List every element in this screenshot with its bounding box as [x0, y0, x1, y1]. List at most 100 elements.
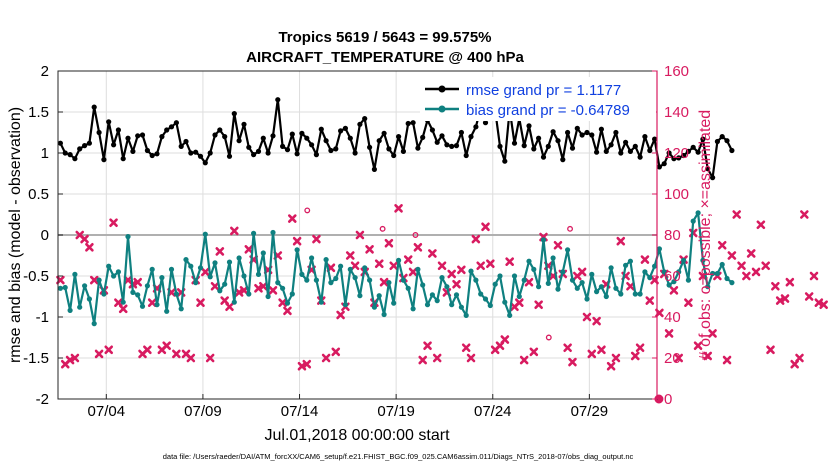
rmse-point	[652, 136, 658, 142]
rmse-point	[671, 156, 677, 162]
x-tick-label: 07/29	[571, 403, 609, 420]
rmse-point	[304, 135, 310, 141]
rmse-point	[565, 129, 571, 136]
obs-assimilated-marker	[809, 271, 819, 281]
obs-assimilated-marker	[239, 286, 249, 295]
x-axis-label: Jul.01,2018 00:00:00 start	[264, 427, 450, 444]
rmse-point	[627, 148, 634, 154]
bias-point	[333, 275, 339, 282]
rmse-point	[468, 134, 474, 140]
bias-point	[719, 261, 725, 268]
bias-point	[700, 257, 706, 263]
obs-assimilated-marker	[606, 361, 616, 371]
obs-assimilated-marker	[394, 204, 403, 213]
rmse-point	[511, 140, 518, 146]
obs-assimilated-marker	[481, 222, 490, 232]
rmse-point	[270, 133, 276, 139]
bias-point	[656, 246, 663, 252]
rmse-point	[294, 151, 300, 157]
bias-point	[710, 270, 716, 277]
rmse-point	[101, 157, 107, 163]
obs-assimilated-marker	[563, 343, 572, 353]
rmse-point	[82, 143, 88, 149]
obs-assimilated-marker	[722, 355, 732, 365]
obs-assimilated-marker	[428, 249, 437, 258]
obs-assimilated-marker	[534, 300, 543, 309]
bias-point	[511, 273, 518, 279]
bias-point	[255, 271, 262, 277]
obs-assimilated-marker	[708, 329, 717, 338]
rmse-point	[77, 146, 83, 152]
bias-point	[202, 231, 208, 237]
bias-point	[569, 277, 576, 283]
bias-point	[376, 293, 382, 299]
obs-assimilated-marker	[201, 267, 210, 277]
chart-title-line2: AIRCRAFT_TEMPERATURE @ 400 hPa	[246, 49, 524, 66]
bias-point	[342, 302, 348, 308]
bias-point	[251, 230, 257, 236]
bias-point	[695, 210, 701, 216]
obs-assimilated-marker	[742, 271, 751, 281]
obs-assimilated-marker	[674, 353, 684, 363]
obs-assimilated-marker	[186, 353, 196, 363]
bias-point	[391, 300, 397, 306]
obs-assimilated-marker	[162, 341, 171, 350]
x-tick-label: 07/09	[184, 403, 222, 420]
obs-assimilated-marker	[597, 345, 606, 355]
bias-point	[487, 302, 493, 309]
bias-point	[101, 291, 107, 297]
rmse-point	[241, 121, 247, 127]
rmse-point	[391, 152, 397, 159]
obs-assimilated-marker	[403, 255, 413, 264]
rmse-point	[400, 148, 406, 154]
rmse-point	[623, 139, 629, 145]
rmse-point	[347, 135, 353, 141]
bias-point	[584, 296, 590, 302]
obs-possible-marker	[567, 225, 573, 232]
bias-point	[120, 299, 126, 305]
bias-point	[623, 262, 629, 268]
bias-point	[579, 280, 585, 286]
rmse-point	[323, 138, 329, 144]
rmse-point	[313, 152, 319, 158]
rmse-point	[632, 143, 638, 149]
rmse-point	[463, 152, 469, 159]
bias-point	[67, 307, 73, 313]
rmse-point	[560, 157, 566, 163]
rmse-point	[666, 150, 672, 156]
bias-point	[371, 304, 377, 310]
rmse-point	[280, 143, 286, 149]
obs-assimilated-marker	[104, 345, 114, 355]
rmse-point	[231, 111, 237, 117]
rmse-point	[111, 142, 117, 148]
obs-assimilated-marker	[196, 298, 205, 307]
obs-assimilated-marker	[259, 281, 268, 291]
bias-point	[313, 277, 319, 283]
bias-point	[280, 285, 286, 291]
rmse-point	[154, 151, 160, 157]
y-tick-label-left: 1.5	[28, 104, 49, 121]
rmse-point	[729, 147, 735, 154]
obs-assimilated-marker	[732, 210, 742, 219]
rmse-point	[647, 147, 653, 154]
bias-point	[357, 293, 363, 299]
bias-point	[690, 218, 696, 224]
obs-assimilated-marker	[355, 230, 365, 240]
bias-point	[207, 274, 213, 280]
legend-rmse-label: rmse grand pr = 1.1177	[466, 82, 621, 99]
bias-point	[139, 303, 146, 309]
bias-point	[270, 229, 276, 236]
rmse-point	[473, 124, 479, 130]
legend: rmse grand pr = 1.1177 bias grand pr = -…	[420, 77, 656, 121]
y-tick-label-left: -2	[36, 391, 49, 408]
obs-assimilated-marker	[85, 243, 94, 252]
bias-point	[299, 271, 305, 277]
bias-point	[82, 283, 88, 289]
obs-assimilated-marker	[437, 261, 447, 271]
obs-assimilated-marker	[592, 316, 601, 326]
y-tick-label-left: 0.5	[28, 186, 49, 203]
obs-assimilated-marker	[80, 234, 89, 244]
y-tick-label-right: 40	[664, 309, 681, 326]
rmse-point	[656, 164, 663, 170]
y-tick-label-right: 100	[664, 186, 689, 203]
